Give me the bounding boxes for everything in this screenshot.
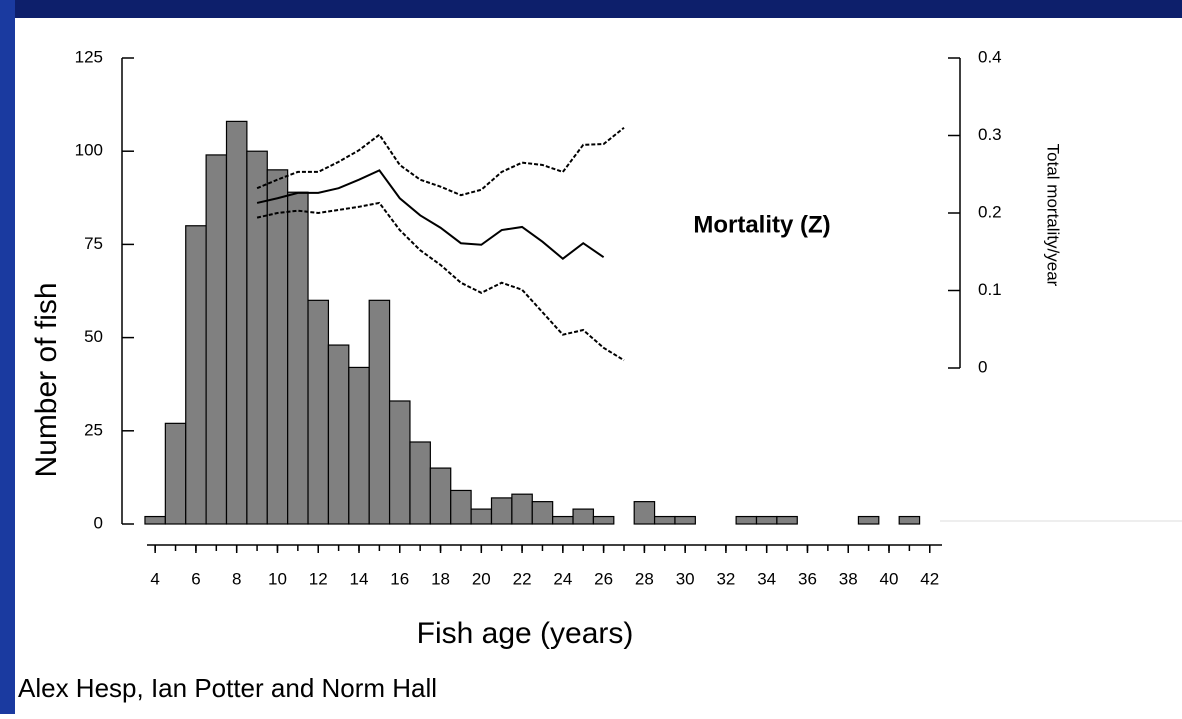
- y-tick-label: 100: [75, 141, 103, 160]
- y-axis-label: Number of fish: [30, 282, 63, 477]
- x-tick-label: 28: [635, 569, 654, 588]
- bar: [307, 299, 330, 525]
- bar: [531, 501, 554, 525]
- y-tick-label: 50: [84, 327, 103, 346]
- y2-axis-label: Total mortality/year: [1044, 144, 1063, 287]
- y2-tick-label: 0.4: [978, 47, 1002, 66]
- x-tick-label: 18: [431, 569, 450, 588]
- bar: [266, 169, 289, 525]
- bar: [348, 366, 370, 525]
- annotation: Mortality (Z): [693, 211, 830, 238]
- x-tick-label: 24: [553, 569, 572, 588]
- x-tick-label: 16: [390, 569, 409, 588]
- x-tick-label: 42: [920, 569, 939, 588]
- bar: [633, 501, 656, 525]
- bar: [225, 120, 248, 525]
- bar: [388, 400, 411, 525]
- y-tick-label: 125: [75, 47, 103, 66]
- bar: [429, 467, 452, 525]
- x-tick-label: 40: [880, 569, 899, 588]
- x-tick-label: 8: [232, 569, 241, 588]
- bar: [755, 515, 778, 525]
- footer: Alex Hesp, Ian Potter and Norm Hall: [18, 673, 437, 703]
- x-tick-label: 14: [350, 569, 369, 588]
- bar: [592, 515, 615, 525]
- mortality-line: [256, 126, 625, 197]
- bar: [450, 489, 472, 525]
- y2-tick-label: 0.1: [978, 280, 1002, 299]
- y2-tick-label: 0.2: [978, 202, 1002, 221]
- y-tick-label: 75: [84, 234, 103, 253]
- mortality-line: [256, 201, 625, 362]
- x-axis-label: Fish age (years): [417, 617, 634, 650]
- x-tick-label: 20: [472, 569, 491, 588]
- y2-tick-label: 0: [978, 357, 987, 376]
- bar: [898, 515, 921, 525]
- bar: [144, 515, 166, 525]
- bar: [470, 508, 493, 525]
- x-tick-label: 12: [309, 569, 328, 588]
- y-tick-label: 0: [94, 513, 103, 532]
- x-tick-label: 10: [268, 569, 287, 588]
- bar: [327, 344, 350, 525]
- bar: [185, 225, 207, 525]
- mortality-line: [256, 169, 605, 261]
- left-band: [0, 0, 15, 714]
- bar: [409, 441, 431, 525]
- bar: [674, 515, 696, 525]
- bar: [552, 515, 574, 525]
- bar: [653, 515, 676, 525]
- bar: [735, 515, 758, 525]
- x-tick-label: 22: [513, 569, 532, 588]
- bar: [287, 191, 309, 525]
- bar: [511, 493, 533, 525]
- x-tick-label: 38: [839, 569, 858, 588]
- bar: [205, 154, 228, 525]
- x-tick-label: 36: [798, 569, 817, 588]
- bar: [246, 150, 268, 525]
- y2-tick-label: 0.3: [978, 125, 1002, 144]
- bar: [490, 497, 513, 525]
- x-tick-label: 6: [191, 569, 200, 588]
- x-tick-label: 4: [150, 569, 159, 588]
- x-tick-label: 26: [594, 569, 613, 588]
- top-band: [0, 0, 1182, 18]
- bar: [857, 515, 880, 525]
- bar: [368, 299, 391, 525]
- bar: [164, 422, 187, 525]
- y-tick-label: 25: [84, 420, 103, 439]
- x-tick-label: 30: [676, 569, 695, 588]
- x-tick-label: 32: [716, 569, 735, 588]
- bar: [572, 508, 595, 525]
- bar: [776, 515, 798, 525]
- x-tick-label: 34: [757, 569, 776, 588]
